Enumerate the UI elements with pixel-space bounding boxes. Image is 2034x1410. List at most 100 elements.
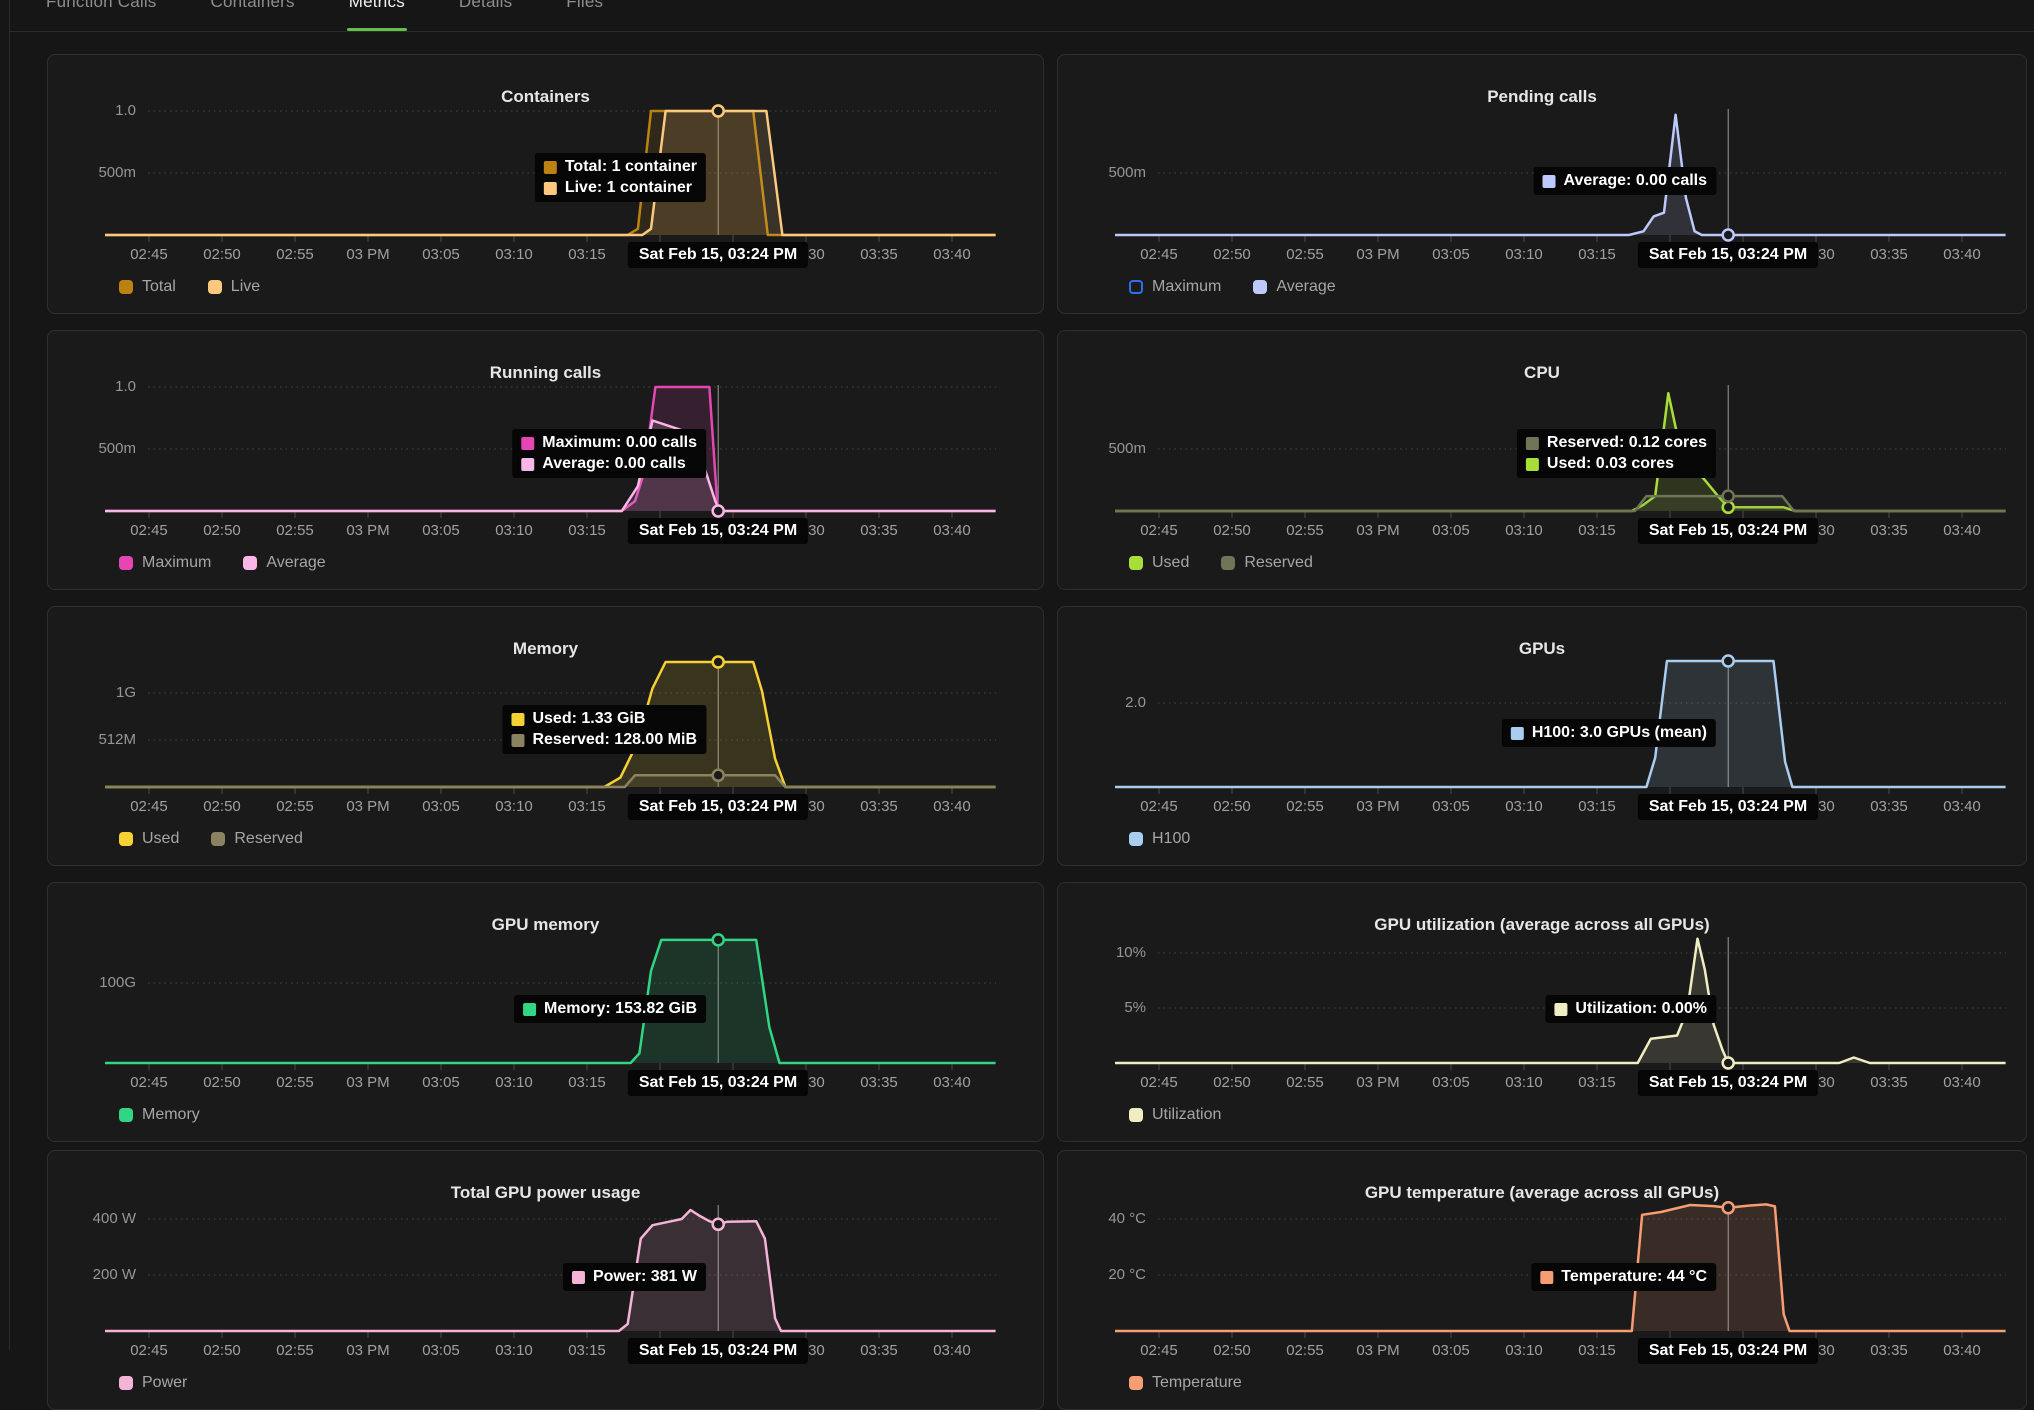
x-axis-label: 02:45 — [1140, 522, 1178, 539]
legend-chip — [1253, 280, 1268, 294]
chart-plot-area[interactable] — [48, 1201, 1008, 1341]
legend-item-live[interactable]: Live — [207, 278, 260, 296]
x-axis-label: 03:40 — [1943, 1342, 1981, 1359]
x-axis-label: 03:10 — [1505, 798, 1543, 815]
chart-plot-area[interactable] — [48, 381, 1008, 521]
legend-item-maximum[interactable]: Maximum — [119, 554, 211, 572]
metrics-chart-grid: Containers 1.0 500m 02:45 02:50 02:55 03 PM 03… — [0, 32, 2034, 1410]
chart-plot-area[interactable] — [48, 104, 1008, 245]
x-axis-label: 03:10 — [495, 1074, 533, 1091]
series-line-reserved — [105, 774, 996, 789]
legend-item-average[interactable]: Average — [243, 554, 326, 572]
series-line-reserved — [1115, 494, 2006, 513]
tab-metrics[interactable]: Metrics — [346, 0, 407, 31]
chart-legend: Used Reserved — [119, 830, 303, 848]
x-axis-label: 02:50 — [203, 1342, 241, 1359]
x-axis-label: 03:40 — [933, 798, 971, 815]
legend-item-utilization[interactable]: Utilization — [1129, 1106, 1221, 1124]
x-axis-label: 03:15 — [1578, 798, 1616, 815]
x-axis-label: 02:45 — [130, 246, 168, 263]
tab-containers[interactable]: Containers — [211, 0, 295, 31]
chart-legend: Power — [119, 1374, 187, 1392]
tooltip-series-value: Used: 0.03 cores — [1546, 455, 1675, 472]
x-axis-label: 03:40 — [933, 246, 971, 263]
legend-item-average[interactable]: Average — [1253, 278, 1336, 296]
x-axis-label: 02:50 — [203, 246, 241, 263]
hover-marker-average — [711, 504, 725, 518]
hover-marker-temperature — [1721, 1201, 1735, 1215]
x-axis-label: 02:50 — [203, 1074, 241, 1091]
legend-item-memory[interactable]: Memory — [119, 1106, 200, 1124]
chart-card: GPU memory 100G 02:45 02:50 02:55 03 PM 03:05… — [47, 882, 1044, 1142]
legend-item-reserved[interactable]: Reserved — [211, 830, 303, 848]
hover-marker-reserved — [1721, 489, 1735, 503]
x-axis-label: 03:15 — [1578, 522, 1616, 539]
legend-chip — [207, 280, 222, 294]
chart-legend: H100 — [1129, 830, 1190, 848]
series-tooltip-row: Average: 0.00 calls — [521, 455, 697, 473]
chart-title: GPU memory — [491, 915, 600, 934]
legend-item-reserved[interactable]: Reserved — [1221, 554, 1313, 572]
tab-label: Files — [566, 0, 604, 11]
x-axis-label: 03:35 — [860, 1342, 898, 1359]
chart-row: Containers 1.0 500m 02:45 02:50 02:55 03 PM 03… — [47, 54, 2034, 314]
x-axis-label: 03:40 — [1943, 522, 1981, 539]
y-axis-label: 10% — [1115, 944, 1146, 961]
x-axis-label: 03:15 — [568, 1074, 606, 1091]
x-axis-label: 02:45 — [1140, 1342, 1178, 1359]
tooltip-series-chip — [543, 160, 557, 174]
tab-function-calls[interactable]: Function Calls — [46, 0, 157, 31]
chart-plot-area[interactable] — [48, 933, 1008, 1073]
tooltip-series-value: Power: 381 W — [592, 1268, 697, 1285]
x-axis-label: 02:45 — [1140, 1074, 1178, 1091]
legend-label: H100 — [1152, 830, 1191, 847]
series-line-power — [105, 1208, 996, 1333]
series-tooltip-row: Reserved: 128.00 MiB — [511, 731, 697, 749]
y-axis-label: 5% — [1124, 999, 1146, 1016]
date-tooltip: Sat Feb 15, 03:24 PM — [627, 1338, 809, 1364]
chart-plot-area[interactable] — [1058, 933, 2018, 1073]
series-tooltip-row: Used: 0.03 cores — [1525, 455, 1707, 473]
chart-title: CPU — [1524, 363, 1560, 382]
x-axis-label: 03 PM — [346, 1074, 390, 1091]
x-axis-label: 03:35 — [1870, 1342, 1908, 1359]
tooltip-series-chip — [511, 733, 525, 747]
tab-details[interactable]: Details — [459, 0, 512, 31]
series-tooltip: H100: 3.0 GPUs (mean) — [1501, 719, 1716, 747]
y-axis-label: 100G — [99, 974, 136, 991]
tab-label: Containers — [210, 0, 295, 11]
legend-item-power[interactable]: Power — [119, 1374, 187, 1392]
chart-plot-area[interactable] — [1058, 654, 2018, 797]
series-tooltip: Utilization: 0.00% — [1545, 995, 1716, 1023]
tooltip-series-chip — [521, 436, 535, 450]
tab-label: Metrics — [348, 0, 405, 11]
tab-files[interactable]: Files — [566, 0, 603, 31]
chart-row: Running calls 1.0 500m 02:45 02:50 02:55 03 P… — [47, 330, 2034, 590]
series-tooltip: Memory: 153.82 GiB — [514, 995, 706, 1023]
x-axis-label: 02:55 — [1286, 1342, 1324, 1359]
hover-marker-used — [711, 655, 725, 669]
legend-chip — [1129, 1108, 1143, 1122]
legend-item-total[interactable]: Total — [119, 278, 176, 296]
x-axis-label: 02:55 — [276, 522, 314, 539]
legend-chip — [1221, 556, 1236, 570]
legend-item-used[interactable]: Used — [119, 830, 179, 848]
series-tooltip-row: H100: 3.0 GPUs (mean) — [1510, 724, 1707, 742]
legend-item-h100[interactable]: H100 — [1129, 830, 1190, 848]
x-axis-label: 03:10 — [1505, 1342, 1543, 1359]
x-axis-label: 02:55 — [1286, 798, 1324, 815]
legend-item-temperature[interactable]: Temperature — [1129, 1374, 1242, 1392]
series-tooltip-row: Used: 1.33 GiB — [511, 710, 697, 728]
legend-item-maximum[interactable]: Maximum — [1129, 278, 1221, 296]
x-axis-label: 03:35 — [860, 246, 898, 263]
chart-legend: Temperature — [1129, 1374, 1242, 1392]
x-axis-label: 02:50 — [1213, 246, 1251, 263]
y-axis-label: 2.0 — [1125, 694, 1146, 711]
series-area-live — [105, 111, 996, 235]
x-axis-label: 02:50 — [1213, 1342, 1251, 1359]
x-axis-label: 03:10 — [495, 1342, 533, 1359]
x-axis-label: 02:45 — [130, 522, 168, 539]
date-tooltip: Sat Feb 15, 03:24 PM — [627, 1070, 809, 1096]
legend-item-used[interactable]: Used — [1129, 554, 1189, 572]
x-axis-label: 03:05 — [1432, 246, 1470, 263]
